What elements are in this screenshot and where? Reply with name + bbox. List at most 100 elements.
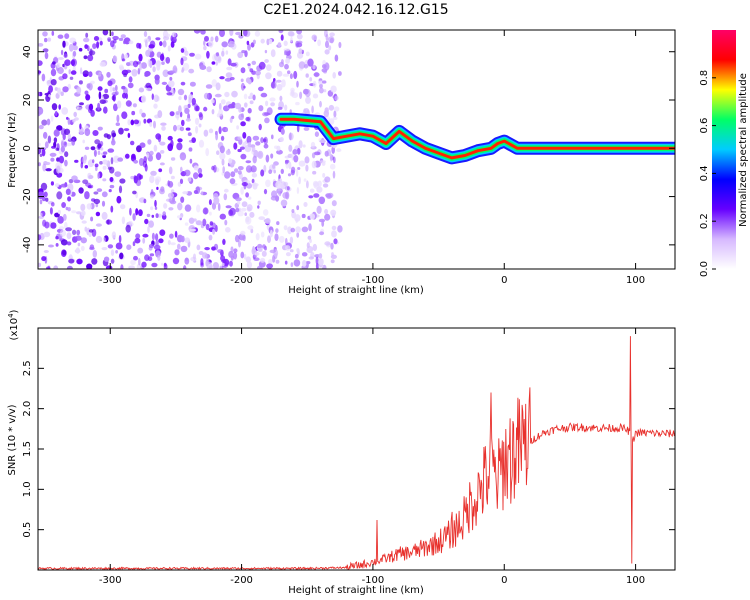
noise-speckle	[208, 39, 214, 48]
noise-speckle	[161, 125, 166, 131]
noise-speckle	[158, 168, 163, 173]
noise-speckle	[269, 249, 276, 254]
noise-speckle	[313, 181, 320, 189]
noise-speckle	[60, 183, 68, 188]
noise-speckle	[331, 230, 337, 238]
noise-speckle	[314, 131, 319, 137]
noise-speckle	[177, 181, 182, 187]
noise-speckle	[305, 51, 310, 57]
noise-speckle	[180, 196, 185, 203]
noise-speckle	[218, 126, 222, 135]
noise-speckle	[184, 107, 190, 114]
noise-speckle	[333, 110, 337, 118]
noise-speckle	[193, 165, 199, 171]
noise-speckle	[98, 91, 102, 100]
noise-speckle	[310, 141, 316, 148]
noise-speckle	[179, 152, 187, 161]
noise-speckle	[151, 232, 155, 241]
noise-speckle	[305, 96, 311, 104]
noise-speckle	[294, 253, 299, 259]
noise-speckle	[93, 191, 99, 195]
noise-speckle	[80, 237, 88, 244]
noise-speckle	[305, 73, 309, 78]
noise-speckle	[332, 116, 338, 120]
noise-speckle	[248, 196, 252, 200]
noise-speckle	[185, 118, 191, 122]
figure-title: C2E1.2024.042.16.12.G15	[263, 2, 448, 18]
noise-speckle	[149, 194, 154, 199]
x-tick-label: 100	[626, 275, 645, 286]
spectrogram-signal-track	[274, 112, 675, 165]
noise-speckle	[149, 150, 154, 156]
noise-speckle	[269, 229, 273, 238]
noise-speckle	[334, 54, 339, 62]
noise-speckle	[156, 63, 161, 71]
noise-speckle	[141, 261, 147, 268]
noise-speckle	[193, 253, 196, 260]
noise-speckle	[249, 100, 254, 105]
noise-speckle	[112, 55, 118, 63]
noise-speckle	[296, 248, 300, 253]
noise-speckle	[283, 225, 288, 231]
noise-speckle	[129, 207, 132, 216]
noise-speckle	[47, 135, 52, 144]
noise-speckle	[107, 38, 111, 42]
noise-speckle	[50, 79, 57, 86]
noise-speckle	[265, 154, 270, 163]
noise-speckle	[50, 115, 54, 122]
noise-speckle	[38, 234, 42, 241]
noise-speckle	[211, 79, 217, 87]
noise-speckle	[64, 33, 70, 39]
noise-speckle	[102, 178, 107, 182]
noise-speckle	[102, 165, 107, 170]
noise-speckle	[46, 118, 51, 126]
noise-speckle	[49, 207, 53, 215]
noise-speckle	[230, 62, 237, 67]
noise-speckle	[323, 89, 327, 93]
noise-speckle	[332, 170, 336, 179]
noise-speckle	[225, 227, 231, 233]
noise-speckle	[66, 265, 73, 269]
noise-speckle	[227, 103, 235, 109]
noise-speckle	[268, 169, 273, 174]
noise-speckle	[84, 146, 90, 150]
noise-speckle	[99, 161, 103, 165]
noise-speckle	[174, 249, 180, 256]
noise-speckle	[42, 163, 47, 172]
noise-speckle	[101, 200, 106, 207]
noise-speckle	[64, 221, 68, 230]
noise-speckle	[306, 261, 309, 269]
noise-speckle	[263, 188, 268, 195]
noise-speckle	[329, 37, 334, 44]
noise-speckle	[107, 244, 114, 249]
noise-speckle	[161, 61, 165, 65]
noise-speckle	[220, 135, 225, 141]
noise-speckle	[153, 244, 161, 250]
noise-speckle	[304, 89, 311, 98]
noise-speckle	[244, 50, 248, 58]
noise-speckle	[107, 148, 115, 153]
noise-speckle	[195, 125, 199, 134]
noise-speckle	[316, 205, 322, 214]
noise-speckle	[271, 190, 278, 198]
noise-speckle	[277, 106, 283, 110]
noise-speckle	[324, 241, 331, 246]
noise-speckle	[233, 142, 238, 150]
noise-speckle	[93, 198, 101, 205]
noise-speckle	[96, 41, 100, 49]
noise-speckle	[119, 178, 126, 184]
noise-speckle	[237, 170, 242, 175]
noise-speckle	[328, 104, 335, 111]
snr-panel: -300 -200 -100 0 100 0.5 1.0 1.5 2.0 2.5 Height …	[7, 309, 676, 596]
noise-speckle	[282, 73, 290, 77]
noise-speckle	[142, 237, 146, 244]
noise-speckle	[189, 228, 197, 232]
noise-speckle	[184, 222, 189, 226]
noise-speckle	[67, 196, 72, 202]
noise-speckle	[273, 169, 277, 174]
noise-speckle	[128, 40, 134, 45]
noise-speckle	[106, 219, 110, 225]
noise-speckle	[268, 38, 273, 45]
noise-speckle	[95, 203, 99, 208]
colorbar-tick-label: 0.4	[699, 165, 710, 181]
